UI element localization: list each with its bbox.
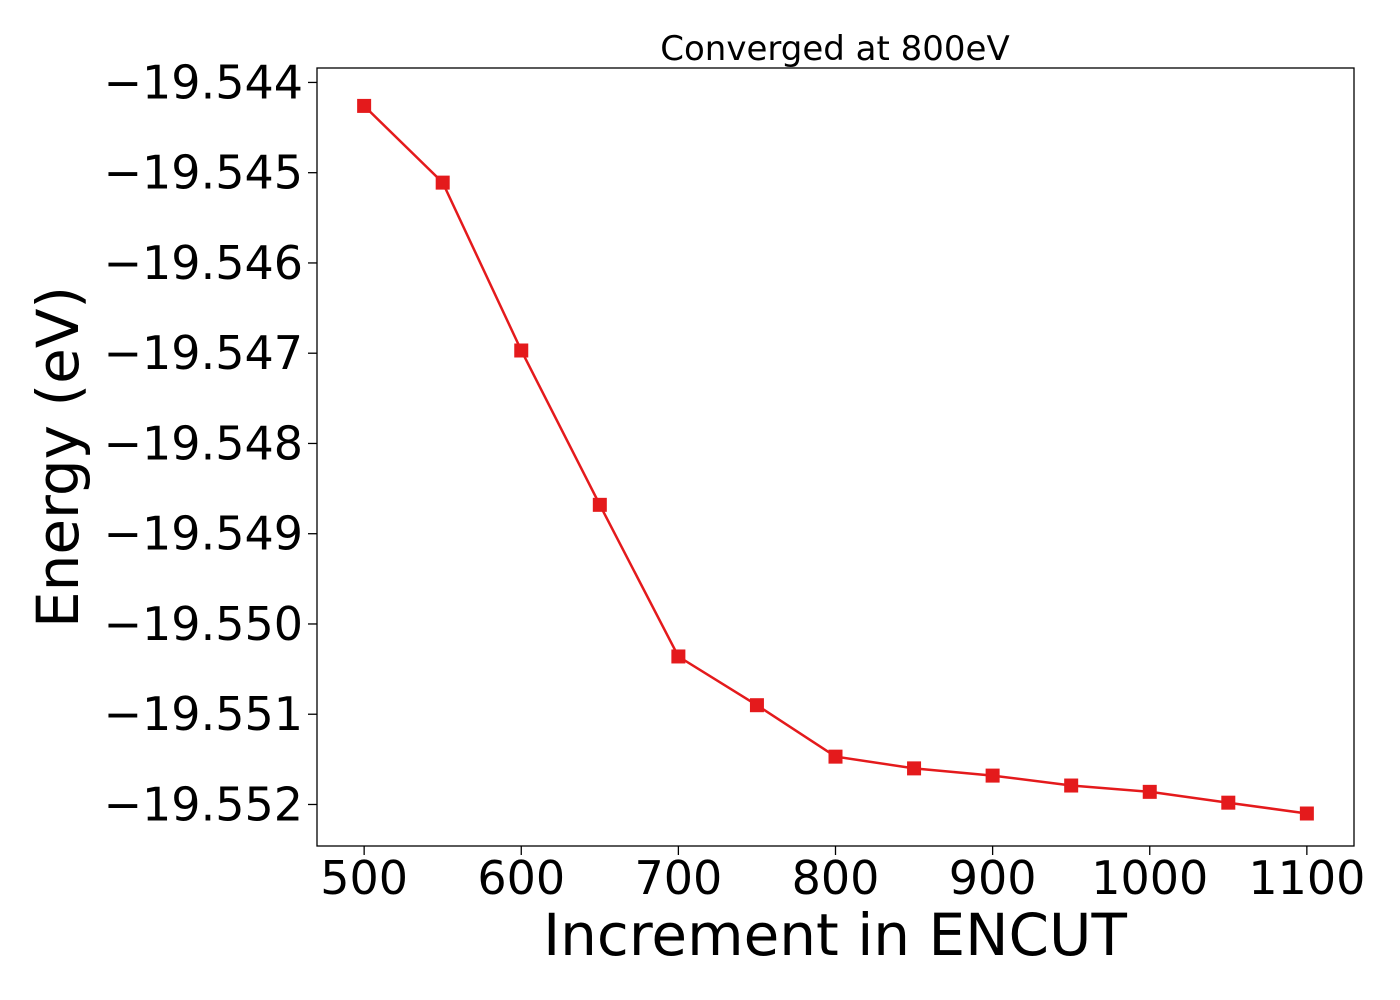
data-point [1299,806,1314,821]
x-tick-label: 600 [477,851,565,905]
x-axis-label: Increment in ENCUT [543,901,1127,969]
series-layer [357,98,1314,821]
x-tick-label: 800 [792,851,880,905]
data-point [828,749,843,764]
y-tick-label: −19.552 [104,777,304,831]
data-point [592,497,607,512]
x-tick-label: 500 [320,851,408,905]
x-tick-label: 700 [634,851,722,905]
series-line [363,105,1308,815]
data-point [1064,778,1079,793]
data-point [435,175,450,190]
y-axis: −19.544 −19.545 −19.546 −19.547 −19.548 −19.5… [104,55,317,831]
y-tick-label: −19.546 [104,236,304,290]
data-point [357,98,372,113]
chart-title: Converged at 800eV [660,29,1009,69]
x-tick-label: 1100 [1248,851,1365,905]
y-tick-label: −19.551 [104,687,304,741]
y-tick-label: −19.549 [104,507,304,561]
x-tick-label: 1000 [1091,851,1208,905]
data-point [985,768,1000,783]
y-tick-label: −19.545 [104,146,304,200]
y-axis-label: Energy (eV) [24,286,92,628]
x-tick-label: 900 [949,851,1037,905]
y-tick-label: −19.550 [104,597,304,651]
data-point [514,343,529,358]
data-point [671,649,686,664]
data-point [1221,795,1236,810]
data-point [749,698,764,713]
y-tick-label: −19.544 [104,55,304,109]
x-axis: 500 600 700 800 900 1000 1100 [320,846,1365,905]
y-tick-label: −19.547 [104,326,304,380]
y-tick-label: −19.548 [104,416,304,470]
data-point [907,761,922,776]
data-point [1142,784,1157,799]
plot-frame [316,67,1355,847]
